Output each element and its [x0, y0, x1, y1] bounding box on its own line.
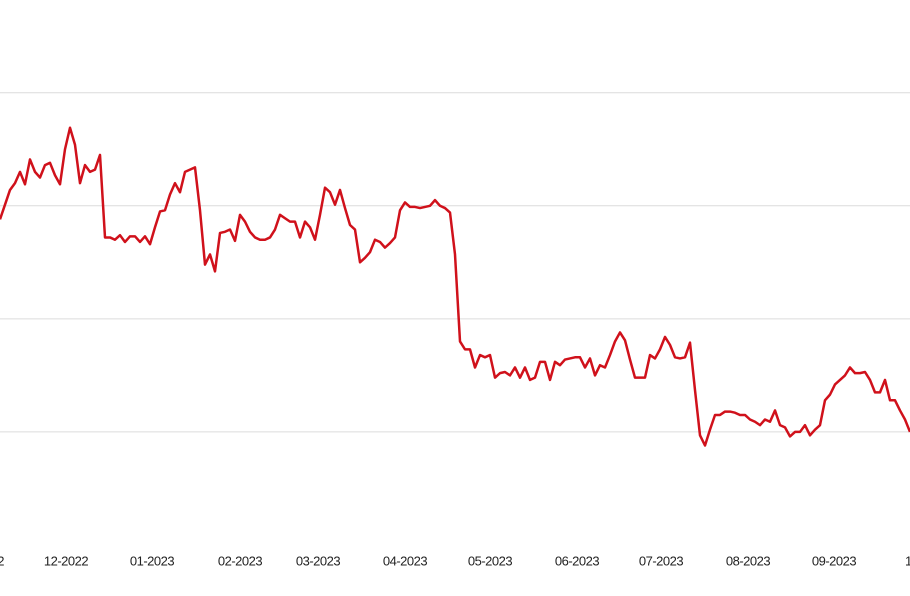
x-tick-label: 02-2023 — [218, 553, 262, 568]
x-tick-label: 10- — [905, 553, 910, 568]
x-tick-label: 03-2023 — [296, 553, 340, 568]
x-tick-label: 06-2023 — [555, 553, 599, 568]
x-tick-label: 05-2023 — [468, 553, 512, 568]
x-tick-label: 2 — [0, 553, 4, 568]
price-line — [0, 126, 910, 447]
x-tick-label: 08-2023 — [726, 553, 770, 568]
x-tick-label: 07-2023 — [639, 553, 683, 568]
x-tick-label: 04-2023 — [383, 553, 427, 568]
x-tick-label: 01-2023 — [130, 553, 174, 568]
x-tick-label: 09-2023 — [812, 553, 856, 568]
x-tick-label: 12-2022 — [44, 553, 88, 568]
